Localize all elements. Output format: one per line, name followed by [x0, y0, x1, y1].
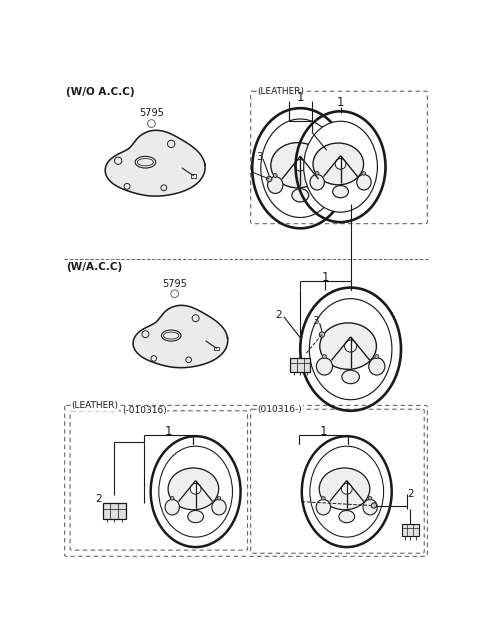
- FancyBboxPatch shape: [402, 524, 419, 537]
- FancyBboxPatch shape: [103, 503, 126, 519]
- Circle shape: [319, 332, 324, 337]
- Text: 1: 1: [297, 91, 304, 104]
- Ellipse shape: [316, 358, 333, 375]
- Circle shape: [341, 483, 352, 494]
- Ellipse shape: [159, 446, 232, 537]
- Ellipse shape: [212, 499, 226, 515]
- Circle shape: [190, 483, 201, 494]
- Ellipse shape: [342, 370, 360, 384]
- Text: 2: 2: [275, 310, 282, 320]
- Circle shape: [217, 497, 221, 500]
- Text: (W/A.C.C): (W/A.C.C): [66, 262, 122, 272]
- Circle shape: [335, 159, 346, 169]
- Ellipse shape: [333, 186, 348, 198]
- Text: (LEATHER): (LEATHER): [72, 401, 119, 410]
- Circle shape: [295, 159, 306, 171]
- Circle shape: [273, 174, 277, 178]
- Text: (LEATHER): (LEATHER): [258, 87, 305, 96]
- Ellipse shape: [316, 499, 331, 515]
- Ellipse shape: [357, 174, 371, 190]
- Ellipse shape: [261, 119, 340, 217]
- Ellipse shape: [188, 511, 204, 523]
- Text: 1: 1: [320, 425, 327, 438]
- Circle shape: [315, 171, 319, 175]
- FancyBboxPatch shape: [290, 358, 311, 372]
- Ellipse shape: [304, 121, 377, 212]
- Circle shape: [345, 340, 357, 352]
- Circle shape: [362, 171, 366, 175]
- Ellipse shape: [292, 189, 309, 202]
- Text: 3: 3: [312, 316, 319, 325]
- Text: 1: 1: [337, 96, 344, 109]
- Circle shape: [375, 355, 379, 358]
- Ellipse shape: [309, 299, 392, 399]
- Circle shape: [368, 497, 372, 500]
- Text: 3: 3: [257, 152, 263, 162]
- Text: 2: 2: [407, 489, 414, 499]
- Ellipse shape: [369, 358, 385, 375]
- Circle shape: [170, 497, 174, 500]
- Ellipse shape: [339, 511, 355, 523]
- Bar: [215, 346, 219, 350]
- Text: 5795: 5795: [139, 108, 164, 118]
- Circle shape: [322, 497, 325, 500]
- Ellipse shape: [165, 499, 180, 515]
- Ellipse shape: [363, 499, 377, 515]
- Ellipse shape: [319, 468, 370, 510]
- Circle shape: [266, 176, 272, 182]
- Polygon shape: [105, 130, 205, 196]
- Text: (010316-): (010316-): [258, 405, 302, 414]
- Circle shape: [323, 355, 326, 358]
- Ellipse shape: [320, 323, 376, 369]
- Ellipse shape: [318, 177, 333, 193]
- Text: (-010316): (-010316): [122, 406, 167, 415]
- Ellipse shape: [168, 468, 219, 510]
- Ellipse shape: [310, 174, 324, 190]
- Ellipse shape: [313, 143, 363, 185]
- Circle shape: [324, 174, 327, 178]
- Text: 1: 1: [321, 271, 329, 284]
- Text: (W/O A.C.C): (W/O A.C.C): [66, 87, 135, 97]
- Bar: [191, 174, 195, 178]
- Ellipse shape: [271, 143, 325, 188]
- Text: 1: 1: [165, 425, 172, 438]
- Circle shape: [371, 503, 377, 508]
- Ellipse shape: [267, 177, 283, 193]
- Polygon shape: [133, 305, 228, 368]
- Text: 5795: 5795: [162, 279, 187, 289]
- Ellipse shape: [310, 446, 384, 537]
- Text: 2: 2: [96, 494, 102, 504]
